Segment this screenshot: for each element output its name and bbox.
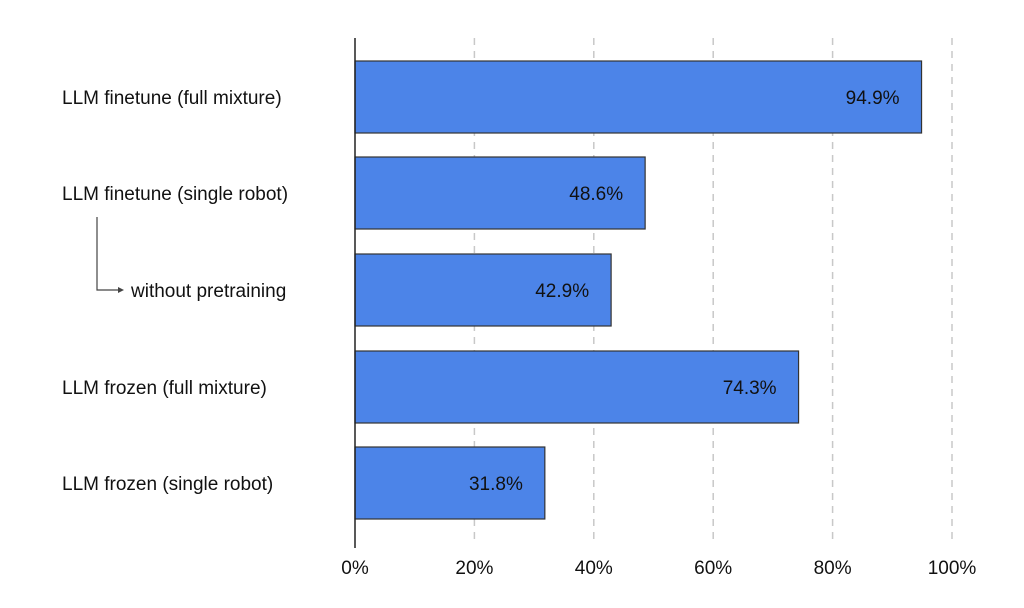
bars: 94.9% 48.6% 42.9% 74.3% 31.8% xyxy=(354,60,923,520)
data-label-4: 31.8% xyxy=(469,474,523,495)
category-label-0: LLM finetune (full mixture) xyxy=(62,88,282,109)
x-tick-label-40: 40% xyxy=(575,558,613,579)
connector-arrow-icon xyxy=(118,287,124,293)
sub-category-connector xyxy=(96,217,122,291)
data-label-3: 74.3% xyxy=(723,378,777,399)
data-label-2: 42.9% xyxy=(535,281,589,302)
x-tick-label-20: 20% xyxy=(455,558,493,579)
x-tick-label-60: 60% xyxy=(694,558,732,579)
bar-3 xyxy=(354,350,800,424)
category-labels: LLM finetune (full mixture) LLM finetune … xyxy=(62,88,288,495)
x-tick-label-0: 0% xyxy=(341,558,369,579)
category-label-2: without pretraining xyxy=(130,281,286,302)
bar-1 xyxy=(354,156,646,230)
x-tick-labels: 0% 20% 40% 60% 80% 100% xyxy=(341,558,976,579)
data-label-1: 48.6% xyxy=(569,184,623,205)
category-label-1: LLM finetune (single robot) xyxy=(62,184,288,205)
category-label-3: LLM frozen (full mixture) xyxy=(62,378,267,399)
data-label-0: 94.9% xyxy=(846,88,900,109)
bar-0 xyxy=(354,60,923,134)
x-tick-label-100: 100% xyxy=(928,558,977,579)
category-label-4: LLM frozen (single robot) xyxy=(62,474,273,495)
bar-4 xyxy=(354,446,546,520)
x-tick-label-80: 80% xyxy=(814,558,852,579)
